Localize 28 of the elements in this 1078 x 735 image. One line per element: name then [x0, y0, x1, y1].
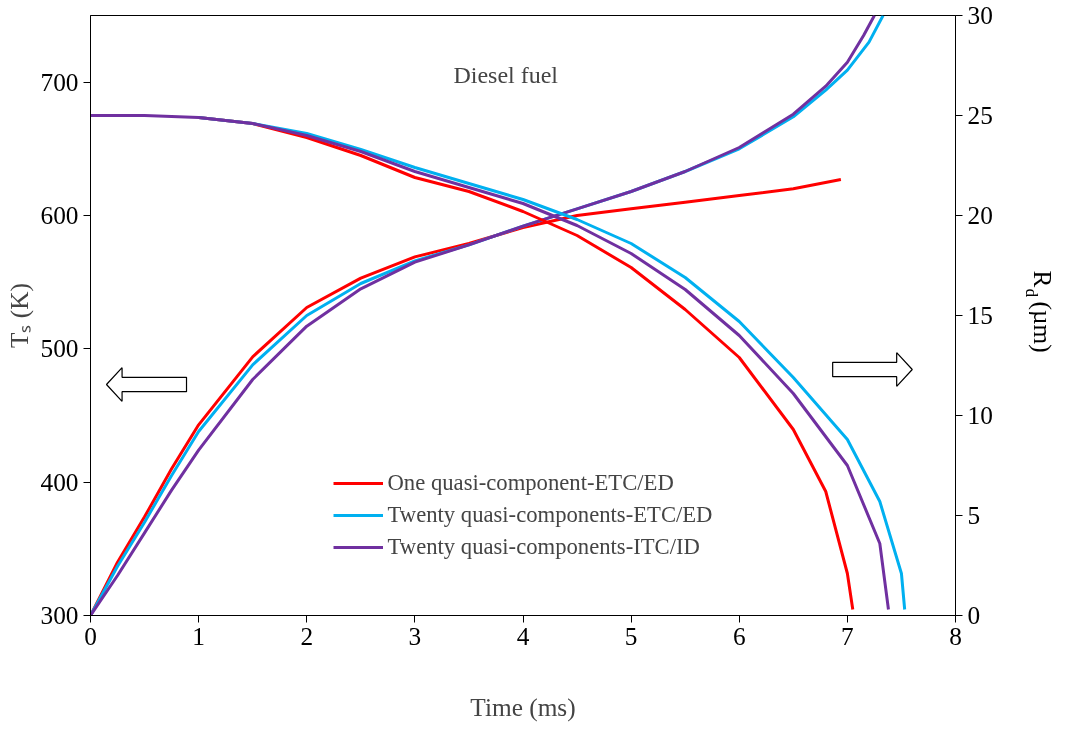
y2-axis-title: Rd (µm): [1022, 270, 1057, 353]
legend-label: Twenty quasi-components-ETC/ED: [387, 502, 713, 528]
y2-tick-label: 0: [967, 601, 981, 629]
y2-tick-label: 20: [967, 201, 993, 229]
y2-tick-label: 30: [967, 1, 993, 29]
x-tick-label: 1: [192, 621, 205, 650]
y-tick-label: 500: [40, 334, 79, 363]
legend-label: One quasi-component-ETC/ED: [387, 470, 674, 496]
y2-tick-label: 10: [967, 401, 993, 429]
y-tick-label: 400: [40, 467, 79, 496]
x-tick-label: 0: [84, 621, 97, 650]
x-tick-label: 4: [516, 621, 530, 650]
x-tick-label: 6: [732, 621, 746, 650]
y2-tick-label: 15: [967, 301, 993, 329]
x-tick-label: 3: [408, 621, 422, 650]
x-tick-label: 2: [300, 621, 314, 650]
x-axis-title: Time (ms): [470, 692, 576, 722]
y2-tick-label: 25: [967, 101, 993, 129]
y-axis-title: Tₛ (K): [4, 283, 34, 348]
annotation: Diesel fuel: [453, 61, 559, 88]
y2-tick-label: 5: [967, 501, 981, 529]
x-tick-label: 8: [949, 621, 962, 650]
y-tick-label: 600: [40, 201, 79, 229]
y-tick-label: 300: [40, 601, 79, 629]
y-tick-label: 700: [40, 67, 79, 96]
legend-label: Twenty quasi-components-ITC/ID: [387, 534, 700, 560]
x-tick-label: 5: [624, 621, 638, 650]
x-tick-label: 7: [841, 621, 854, 650]
